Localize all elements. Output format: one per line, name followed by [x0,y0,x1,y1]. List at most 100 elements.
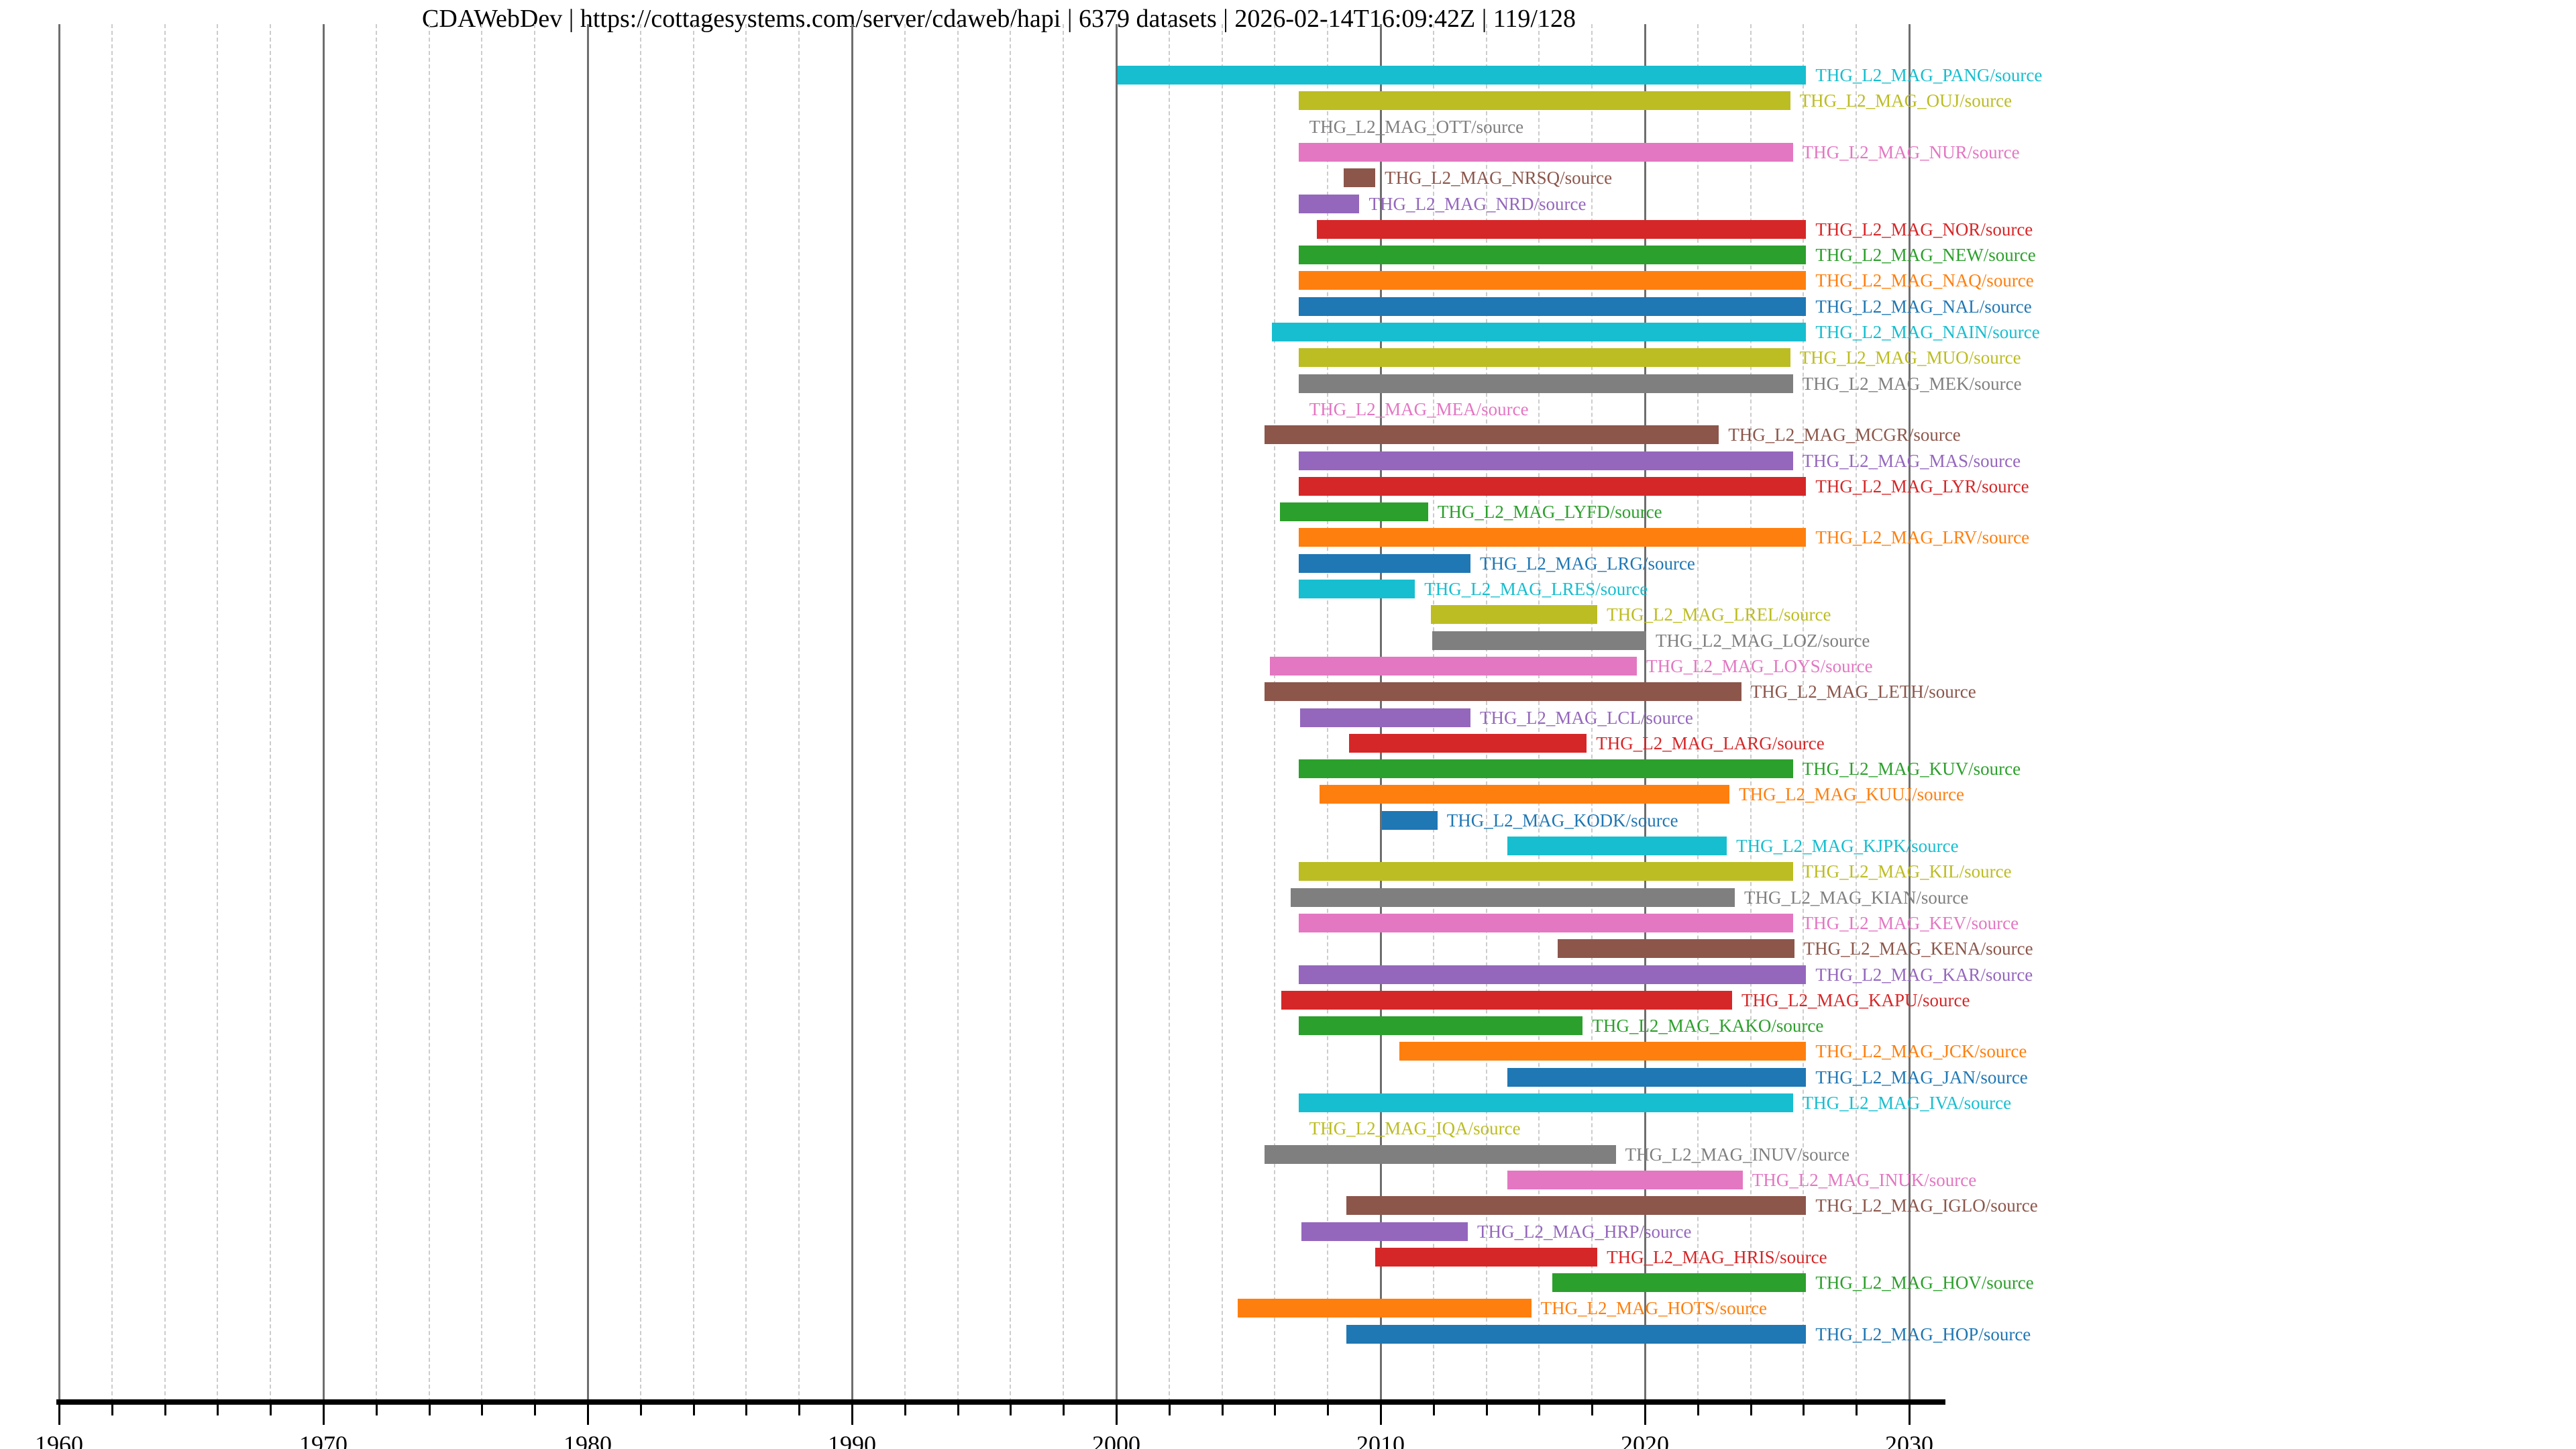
dataset-bar[interactable] [1298,862,1793,881]
dataset-bar[interactable] [1298,374,1793,393]
dataset-label[interactable]: THG_L2_MAG_HOTS/source [1540,1298,1768,1319]
dataset-bar[interactable] [1298,91,1790,111]
dataset-label[interactable]: THG_L2_MAG_HOP/source [1815,1324,2031,1344]
dataset-label[interactable]: THG_L2_MAG_LOZ/source [1655,630,1870,651]
dataset-bar[interactable] [1430,605,1598,625]
dataset-bar[interactable] [1298,553,1470,573]
dataset-label[interactable]: THG_L2_MAG_LCL/source [1479,707,1693,728]
dataset-label[interactable]: THG_L2_MAG_HOV/source [1815,1273,2034,1293]
dataset-label[interactable]: THG_L2_MAG_KENA/source [1803,938,2033,959]
dataset-label[interactable]: THG_L2_MAG_LYR/source [1815,476,2029,496]
dataset-bar[interactable] [1269,656,1638,676]
dataset-label[interactable]: THG_L2_MAG_JCK/source [1815,1041,2027,1062]
dataset-bar[interactable] [1291,888,1735,907]
dataset-label[interactable]: THG_L2_MAG_MAS/source [1802,450,2021,471]
dataset-bar[interactable] [1298,580,1415,598]
dataset-bar[interactable] [1299,708,1470,727]
dataset-bar[interactable] [1298,246,1807,265]
dataset-label[interactable]: THG_L2_MAG_INUV/source [1625,1144,1850,1165]
dataset-label[interactable]: THG_L2_MAG_KEV/source [1802,912,2019,933]
dataset-bar[interactable] [1399,1042,1807,1061]
dataset-label[interactable]: THG_L2_MAG_LRV/source [1815,527,2030,548]
dataset-label[interactable]: THG_L2_MAG_HRP/source [1477,1221,1692,1242]
dataset-bar[interactable] [1298,965,1807,984]
dataset-label[interactable]: THG_L2_MAG_NRD/source [1368,193,1587,214]
dataset-bar[interactable] [1432,631,1646,650]
dataset-bar[interactable] [1280,502,1428,522]
dataset-label[interactable]: THG_L2_MAG_LETH/source [1750,682,1976,702]
dataset-label[interactable]: THG_L2_MAG_NRSQ/source [1385,168,1613,189]
dataset-label[interactable]: THG_L2_MAG_KAPU/source [1741,989,1970,1010]
dataset-bar[interactable] [1298,1093,1793,1112]
dataset-bar[interactable] [1281,990,1733,1010]
dataset-bar[interactable] [1264,682,1741,702]
dataset-label[interactable]: THG_L2_MAG_KIL/source [1802,861,2012,882]
dataset-label[interactable]: THG_L2_MAG_LRES/source [1424,579,1648,599]
dataset-label[interactable]: THG_L2_MAG_KAKO/source [1592,1016,1824,1036]
dataset-bar[interactable] [1346,1196,1807,1216]
dataset-label[interactable]: THG_L2_MAG_IGLO/source [1815,1195,2038,1216]
dataset-label[interactable]: THG_L2_MAG_KIAN/source [1743,887,1969,908]
dataset-bar[interactable] [1298,451,1793,470]
dataset-label[interactable]: THG_L2_MAG_JAN/source [1815,1067,2028,1087]
dataset-label[interactable]: THG_L2_MAG_NAIN/source [1815,322,2040,342]
dataset-bar[interactable] [1238,1299,1532,1318]
dataset-bar[interactable] [1272,323,1807,341]
dataset-label[interactable]: THG_L2_MAG_KUV/source [1802,759,2021,780]
dataset-bar[interactable] [1557,939,1794,959]
dataset-label[interactable]: THG_L2_MAG_LARG/source [1596,733,1825,753]
dataset-label[interactable]: THG_L2_MAG_KODK/source [1446,810,1678,830]
dataset-label[interactable]: THG_L2_MAG_NAQ/source [1815,270,2034,291]
dataset-bar[interactable] [1507,837,1727,855]
dataset-bar[interactable] [1298,297,1807,316]
dataset-bar[interactable] [1298,271,1807,290]
dataset-bar[interactable] [1320,785,1730,804]
dataset-bar[interactable] [1381,810,1438,830]
dataset-label[interactable]: THG_L2_MAG_IVA/source [1802,1093,2012,1113]
dataset-bar[interactable] [1317,219,1807,239]
dataset-label[interactable]: THG_L2_MAG_OTT/source [1309,116,1524,137]
dataset-bar[interactable] [1117,66,1807,85]
dataset-bar[interactable] [1507,1170,1743,1189]
dataset-label[interactable]: THG_L2_MAG_IQA/source [1309,1118,1521,1139]
dataset-bar[interactable] [1298,348,1790,368]
dataset-label[interactable]: THG_L2_MAG_PANG/source [1815,65,2043,85]
dataset-label[interactable]: THG_L2_MAG_KUUJ/source [1739,784,1965,805]
dataset-label[interactable]: THG_L2_MAG_KAR/source [1815,964,2033,985]
dataset-label[interactable]: THG_L2_MAG_OUJ/source [1799,91,2012,111]
dataset-label[interactable]: THG_L2_MAG_NEW/source [1815,245,2036,266]
dataset-label[interactable]: THG_L2_MAG_KJPK/source [1736,836,1959,856]
dataset-bar[interactable] [1552,1273,1807,1293]
dataset-bar[interactable] [1298,1016,1583,1036]
dataset-bar[interactable] [1264,425,1719,445]
dataset-bar[interactable] [1346,1324,1807,1344]
dataset-bar[interactable] [1348,733,1587,753]
dataset-bar[interactable] [1298,528,1807,547]
dataset-bar[interactable] [1301,1222,1468,1241]
dataset-label[interactable]: THG_L2_MAG_LREL/source [1607,604,1831,625]
dataset-bar[interactable] [1264,1144,1616,1164]
dataset-label[interactable]: THG_L2_MAG_INUK/source [1752,1169,1977,1190]
gridline-minor-2016 [1538,24,1540,1402]
dataset-label[interactable]: THG_L2_MAG_MCGR/source [1728,425,1961,445]
dataset-bar[interactable] [1375,1247,1598,1267]
dataset-label[interactable]: THG_L2_MAG_HRIS/source [1607,1246,1827,1267]
dataset-label[interactable]: THG_L2_MAG_NAL/source [1815,296,2032,317]
major-tick-2010 [1380,1402,1382,1425]
dataset-label[interactable]: THG_L2_MAG_LOYS/source [1646,655,1873,676]
dataset-label[interactable]: THG_L2_MAG_NOR/source [1815,219,2033,239]
dataset-label[interactable]: THG_L2_MAG_NUR/source [1802,142,2020,162]
dataset-label[interactable]: THG_L2_MAG_MEA/source [1309,398,1529,419]
dataset-bar[interactable] [1343,168,1376,188]
dataset-bar[interactable] [1298,759,1793,779]
dataset-bar[interactable] [1298,194,1360,213]
dataset-label[interactable]: THG_L2_MAG_MUO/source [1799,347,2021,368]
dataset-label[interactable]: THG_L2_MAG_LRG/source [1479,553,1695,574]
dataset-bar[interactable] [1507,1067,1807,1087]
dataset-bar[interactable] [1298,913,1793,932]
dataset-label[interactable]: THG_L2_MAG_LYFD/source [1437,502,1662,523]
gridline-minor-1988 [798,24,800,1402]
dataset-bar[interactable] [1298,476,1807,496]
dataset-label[interactable]: THG_L2_MAG_MEK/source [1802,373,2022,394]
dataset-bar[interactable] [1298,142,1793,162]
